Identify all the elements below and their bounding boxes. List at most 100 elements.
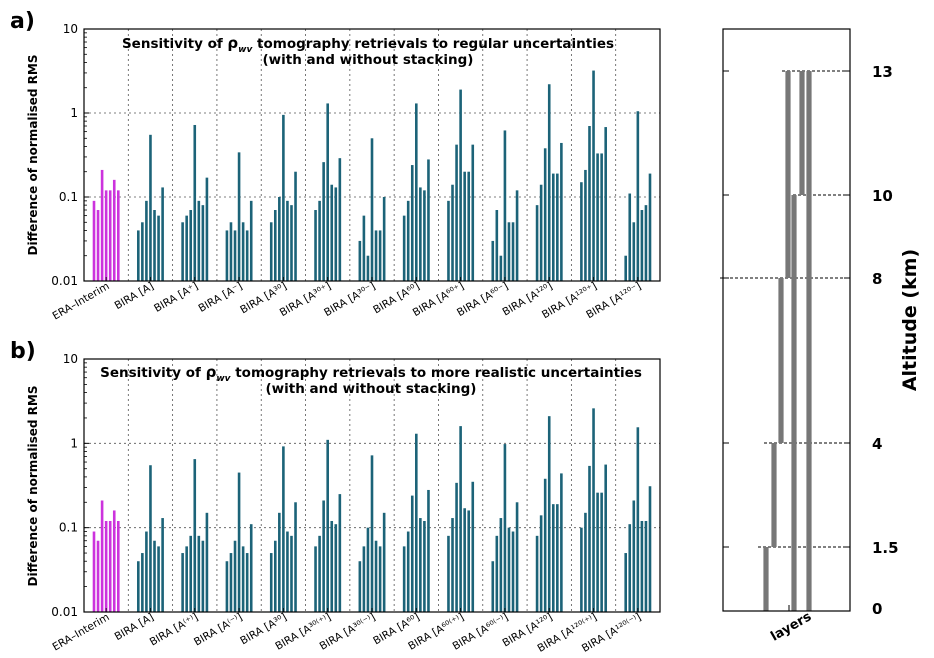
layer-bars xyxy=(763,71,812,611)
bar xyxy=(286,200,289,281)
bar xyxy=(233,540,237,612)
panel-a-title: Sensitivity of ρwv tomography retrievals… xyxy=(122,34,614,55)
bar xyxy=(141,222,144,281)
bar xyxy=(374,230,378,281)
altitude-tick-label: 1.5 xyxy=(872,539,899,557)
bar xyxy=(314,210,317,281)
bar xyxy=(447,200,450,281)
bar xyxy=(406,531,410,612)
bar xyxy=(237,152,241,281)
bar xyxy=(543,478,547,612)
bar xyxy=(153,540,156,612)
bar xyxy=(596,492,599,612)
bar xyxy=(286,531,289,612)
bar xyxy=(185,546,188,612)
bar xyxy=(644,205,648,281)
bar xyxy=(96,540,100,612)
bar xyxy=(596,153,599,281)
bar xyxy=(539,515,543,612)
bar xyxy=(600,492,603,612)
x-tick-label: BIRA [A⁽⁻⁾] xyxy=(192,611,245,648)
bar xyxy=(205,177,209,281)
bar xyxy=(507,527,511,612)
bar xyxy=(157,546,160,612)
bar xyxy=(334,524,338,612)
bar xyxy=(225,230,229,281)
bar xyxy=(507,222,511,281)
panel-b-subtitle: (with and without stacking) xyxy=(266,381,477,397)
altitude-tick-label: 4 xyxy=(872,435,882,453)
bar xyxy=(535,535,539,612)
bar xyxy=(580,527,583,612)
bar xyxy=(318,200,321,281)
bar xyxy=(628,193,632,281)
bar xyxy=(249,200,253,281)
bar xyxy=(535,205,539,281)
altitude-layers-panel: 0 1.5 4 8 10 13 layers Altitude (km) xyxy=(720,28,921,645)
bar xyxy=(193,459,197,612)
bar xyxy=(112,510,116,612)
layer-bar xyxy=(791,195,797,611)
bar xyxy=(294,502,297,612)
bar xyxy=(189,535,193,612)
bar xyxy=(511,222,515,281)
bar xyxy=(366,527,370,612)
layers-frame xyxy=(722,28,851,612)
bar xyxy=(362,215,366,281)
bar xyxy=(419,518,422,612)
bar xyxy=(410,165,414,281)
bar xyxy=(382,512,386,612)
panel-b-x-ticks: ERA–Interim BIRA [A]BIRA [A⁽⁺⁾]BIRA [A⁽⁻⁾… xyxy=(50,608,643,655)
y-tick-label: 0.1 xyxy=(59,190,78,204)
y-tick-label: 1 xyxy=(70,436,78,450)
bar xyxy=(201,540,205,612)
bar xyxy=(648,173,652,281)
bar xyxy=(503,444,507,612)
bar xyxy=(503,130,507,281)
bar xyxy=(104,520,108,612)
panel-a-x-ticks: ERA–Interim BIRA [A]BIRA [A⁺]BIRA [A⁻]BIR… xyxy=(50,277,643,322)
bar xyxy=(580,182,583,281)
x-tick-label: BIRA [A⁻] xyxy=(196,280,244,315)
bar xyxy=(402,546,406,612)
bar xyxy=(117,520,120,612)
bar xyxy=(181,222,184,281)
bar xyxy=(495,535,499,612)
bar xyxy=(515,190,519,281)
bar xyxy=(269,553,273,612)
bar xyxy=(100,169,104,281)
altitude-tick-label: 8 xyxy=(872,270,882,288)
bar xyxy=(592,70,595,281)
y-tick-label: 0.1 xyxy=(59,521,78,535)
bar xyxy=(624,553,627,612)
bar xyxy=(588,126,591,281)
y-tick-label: 0.01 xyxy=(51,605,78,619)
bar xyxy=(640,210,644,281)
bar xyxy=(112,179,116,281)
bar xyxy=(600,153,603,281)
layer-bar xyxy=(778,278,784,443)
bar xyxy=(137,561,140,612)
bar xyxy=(551,173,555,281)
bar xyxy=(269,222,273,281)
bar xyxy=(241,546,245,612)
layers-x-label: layers xyxy=(768,609,814,644)
bar xyxy=(326,439,329,612)
bar xyxy=(451,518,454,612)
bar xyxy=(547,84,551,281)
bar xyxy=(278,512,281,612)
bar xyxy=(241,222,245,281)
layer-bar xyxy=(785,71,791,278)
bar xyxy=(326,103,329,281)
bar xyxy=(290,535,293,612)
bar xyxy=(406,200,410,281)
bar xyxy=(137,230,140,281)
bar xyxy=(648,486,652,612)
bar xyxy=(104,190,108,281)
bar xyxy=(193,124,197,281)
bar xyxy=(632,500,636,612)
bar xyxy=(499,518,503,612)
bar xyxy=(427,489,430,612)
bar xyxy=(205,512,209,612)
y-tick-label: 0.01 xyxy=(51,274,78,288)
